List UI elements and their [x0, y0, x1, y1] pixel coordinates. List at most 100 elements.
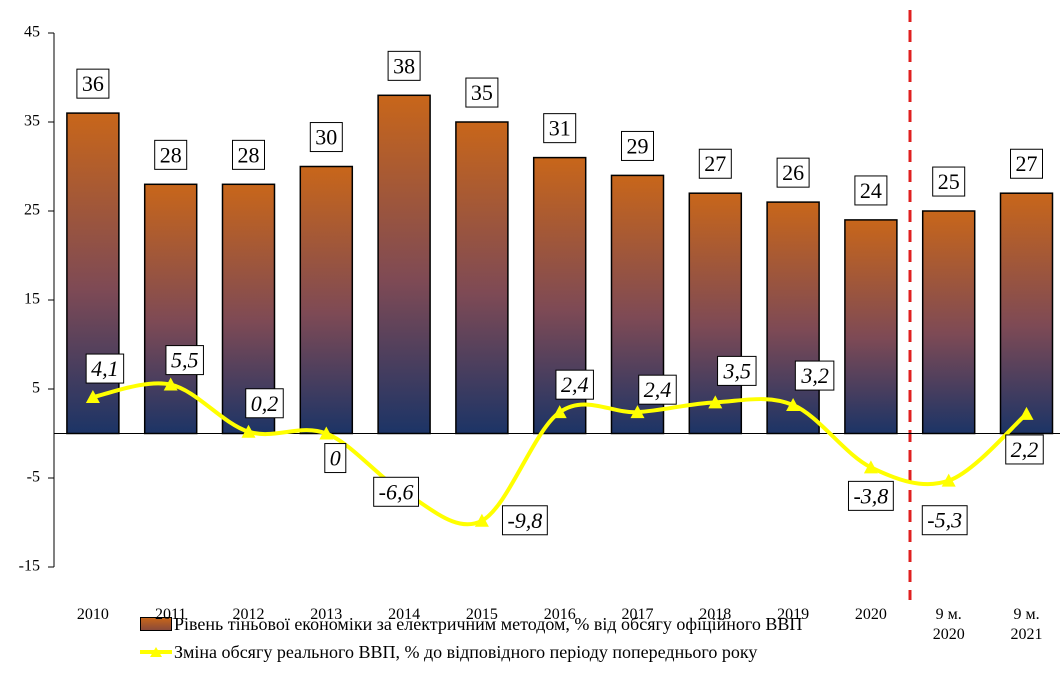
legend-label: Рівень тіньової економіки за електричним… [174, 613, 803, 634]
data-label-box [373, 476, 420, 507]
data-label-box [698, 148, 732, 179]
marker [552, 405, 567, 419]
data-label-box [501, 505, 548, 536]
y-tick-label: 45 [24, 24, 40, 41]
data-label-box [232, 139, 265, 170]
data-label-box [794, 360, 835, 391]
marker [1019, 406, 1034, 420]
data-label: 25 [938, 169, 960, 194]
data-label-box [638, 374, 677, 405]
x-tick-label: 2016 [543, 606, 576, 623]
legend-swatch [140, 647, 172, 657]
legend: Рівень тіньової економіки за електричним… [140, 610, 802, 666]
data-label-box [465, 77, 499, 108]
x-tick-label: 2015 [465, 606, 498, 623]
marker [163, 377, 178, 391]
data-label-box [717, 355, 757, 386]
data-label: 38 [393, 53, 415, 78]
data-label-box [932, 166, 966, 197]
y-tick-label: 15 [24, 291, 40, 308]
data-label: 28 [238, 142, 260, 167]
y-tick-label: 35 [24, 113, 40, 130]
marker [474, 513, 489, 527]
data-label: -5,3 [927, 508, 962, 533]
data-label: 24 [860, 178, 882, 203]
data-label: 27 [1016, 151, 1038, 176]
bar [66, 112, 120, 435]
data-label-box [776, 157, 810, 188]
data-label-box [854, 175, 888, 206]
data-label-box [387, 50, 421, 81]
data-label-box [165, 345, 204, 376]
x-tick-label: 9 м. 2021 [1010, 606, 1043, 643]
data-label: 5,5 [171, 348, 199, 373]
data-label-box [555, 369, 594, 400]
data-label-box [245, 388, 284, 419]
x-tick-label: 2011 [154, 606, 187, 623]
bar [143, 183, 198, 435]
marker [319, 426, 334, 440]
data-label: 0,2 [251, 391, 279, 416]
bar [766, 201, 820, 435]
data-label: 36 [82, 71, 104, 96]
data-label: -3,8 [853, 483, 888, 508]
data-label-box [1010, 148, 1043, 179]
data-label: -6,6 [379, 479, 414, 504]
x-tick-label: 2020 [854, 606, 887, 623]
y-tick-label: 5 [32, 380, 40, 397]
data-label-box [847, 480, 894, 511]
data-label: 2,2 [1011, 437, 1039, 462]
marker [708, 395, 723, 409]
data-label: -9,8 [507, 508, 542, 533]
data-label: 28 [160, 142, 182, 167]
x-tick-label: 2012 [232, 606, 265, 623]
data-label: 4,1 [91, 356, 119, 381]
data-label-box [543, 113, 577, 144]
marker [863, 460, 878, 474]
chart: -15 -5 5 15 25 35 45 36 28 28 30 38 35 31 29 27 26 24 25 27… [19, 10, 1060, 600]
marker [941, 473, 956, 487]
data-label: 26 [782, 160, 804, 185]
bar [688, 192, 743, 435]
x-tick-label: 2019 [777, 606, 810, 623]
data-label-box [324, 443, 347, 474]
data-label-box [85, 353, 125, 384]
data-label: 27 [704, 151, 726, 176]
bar [455, 121, 509, 435]
data-label-box [76, 68, 110, 99]
data-label: 35 [471, 80, 493, 105]
y-tick-label: -5 [27, 469, 40, 486]
bar [377, 94, 431, 435]
y-tick-label: 25 [24, 202, 40, 219]
legend-swatch [140, 617, 172, 631]
bar [999, 192, 1054, 435]
x-tick-label: 2014 [388, 606, 421, 623]
x-tick-label: 9 м. 2020 [932, 606, 965, 643]
y-tick-label: -15 [19, 558, 40, 575]
data-label: 2,4 [644, 377, 672, 402]
data-label: 2,4 [561, 372, 589, 397]
legend-item: Зміна обсягу реального ВВП, % до відпові… [140, 638, 802, 666]
marker [786, 398, 801, 412]
data-label: 3,2 [800, 363, 829, 388]
x-tick-label: 2013 [310, 606, 343, 623]
data-label: 3,5 [723, 358, 752, 383]
data-label-box [1005, 434, 1044, 465]
bar [844, 219, 898, 435]
data-label-box [621, 130, 654, 161]
data-label: 30 [315, 125, 337, 150]
data-label-box [309, 122, 343, 153]
data-label-box [921, 505, 968, 536]
data-label-box [154, 139, 188, 170]
x-tick-label: 2010 [76, 606, 109, 623]
x-tick-label: 2017 [621, 606, 654, 623]
marker [630, 405, 645, 419]
data-label: 31 [549, 116, 571, 141]
data-label: 29 [627, 133, 649, 158]
x-tick-label: 2018 [699, 606, 732, 623]
data-label: 0 [330, 446, 341, 471]
bar [921, 210, 976, 435]
marker [241, 424, 256, 438]
marker [85, 390, 100, 404]
legend-item: Рівень тіньової економіки за електричним… [140, 610, 802, 638]
